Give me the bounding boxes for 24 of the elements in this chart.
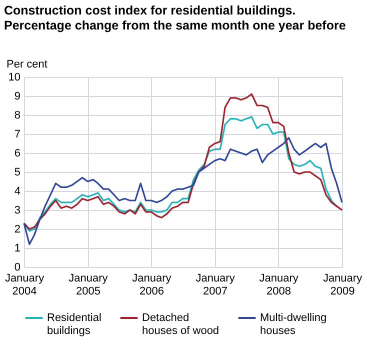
x-tick-label: January 2007 <box>196 272 236 298</box>
x-tick-label: January 2004 <box>4 272 45 298</box>
y-tick-label: 9 <box>14 90 20 102</box>
x-tick-label: January 2006 <box>132 272 172 298</box>
y-tick-label: 10 <box>8 72 20 84</box>
y-tick-label: 6 <box>14 148 20 160</box>
chart-title: Construction cost index for residential buildings. Percentage change from the same month one year before <box>4 4 346 32</box>
x-tick-label: January 2005 <box>68 272 108 298</box>
x-tick-label: January 2009 <box>322 272 363 298</box>
y-tick-label: 0 <box>14 262 20 274</box>
y-tick-label: 1 <box>14 242 20 254</box>
y-tick-label: 8 <box>14 110 20 122</box>
legend-label: Multi-dwelling houses <box>260 312 327 337</box>
y-tick-label: 5 <box>14 166 20 178</box>
legend-label: Residential buildings <box>47 312 102 337</box>
y-tick-label: 2 <box>14 224 20 236</box>
y-tick-label: 7 <box>14 128 20 140</box>
y-axis-title: Per cent <box>6 58 48 70</box>
line-series <box>23 137 343 245</box>
line-series <box>23 93 343 230</box>
x-tick-label: January 2008 <box>259 272 299 298</box>
legend-label: Detached houses of wood <box>142 312 220 337</box>
y-tick-label: 3 <box>14 204 20 216</box>
y-tick-label: 4 <box>14 186 20 198</box>
